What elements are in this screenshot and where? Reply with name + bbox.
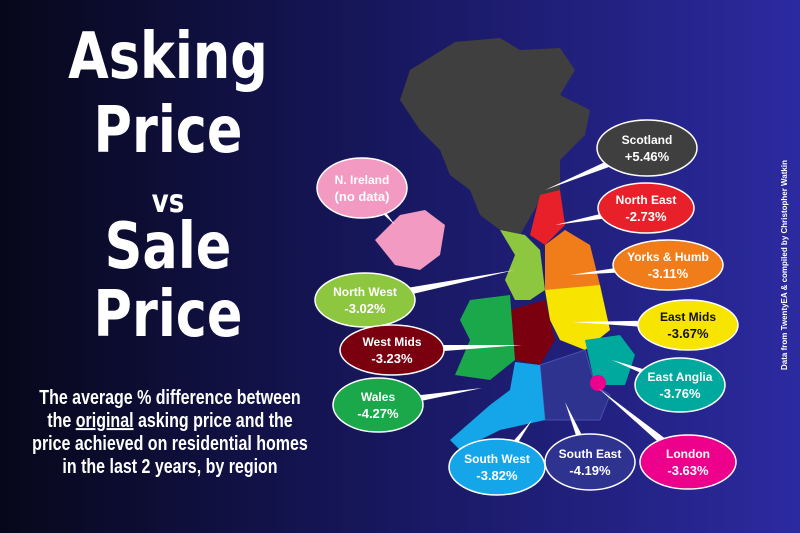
title-line: vs: [152, 182, 185, 219]
region-name: North East: [616, 193, 677, 207]
region-value: -4.19%: [569, 463, 611, 478]
subtitle-text: The average % difference between: [39, 386, 300, 408]
region-scotland: [400, 38, 590, 235]
subtitle-line: the original asking price and the: [47, 409, 292, 431]
callout-bubble: [544, 433, 636, 491]
region-value: (no data): [335, 189, 390, 204]
callout-bubble: [332, 377, 424, 433]
subtitle-line: in the last 2 years, by region: [62, 455, 277, 477]
subtitle-line: The average % difference between: [39, 386, 300, 408]
region-value: -4.27%: [357, 406, 399, 421]
region-name: North West: [333, 285, 397, 299]
region-name: East Anglia: [648, 370, 713, 384]
callout-bubble: [597, 182, 695, 234]
callout-bubble: [314, 272, 416, 328]
region-value: -2.73%: [625, 209, 667, 224]
subtitle-text: asking price and the: [134, 409, 293, 431]
callout-bubble: [612, 239, 724, 291]
region-name: South West: [464, 452, 530, 466]
map: [375, 38, 635, 450]
callouts: Scotland +5.46% N. Ireland (no data) North E…: [314, 119, 739, 496]
region-n-ireland: [375, 210, 445, 270]
region-west-mids: [510, 300, 555, 365]
callout-bubble: [448, 438, 546, 496]
region-east-anglia: [585, 335, 635, 385]
region-south-west: [450, 362, 545, 450]
subtitle-text: price achieved on residential homes: [32, 432, 308, 454]
callout-bubble: [596, 119, 698, 177]
callout-bubble: [634, 357, 726, 413]
region-north-east: [530, 190, 565, 245]
title-line: Price: [93, 93, 242, 167]
callout-bubble: [316, 157, 408, 219]
subtitle-text: the: [47, 409, 75, 431]
region-name: East Mids: [660, 310, 716, 324]
title-line: Price: [93, 277, 242, 351]
title-line: Asking: [68, 19, 268, 93]
region-north-west: [500, 230, 545, 300]
region-yorks: [545, 230, 600, 295]
region-value: -3.23%: [371, 351, 413, 366]
subtitle-text: original: [76, 409, 134, 431]
region-london: [590, 375, 606, 391]
subtitle-text: in the last 2 years, by region: [62, 455, 277, 477]
region-value: -3.11%: [648, 266, 689, 281]
region-name: Yorks & Humb: [627, 250, 709, 264]
region-value: -3.82%: [476, 468, 518, 483]
region-wales: [455, 295, 515, 380]
subtitle-line: price achieved on residential homes: [32, 432, 308, 454]
region-east-mids: [545, 285, 610, 350]
credit: Data from TwentyEA & compiled by Christo…: [780, 160, 789, 370]
region-value: -3.76%: [659, 386, 701, 401]
callout-bubble: [639, 434, 737, 490]
region-value: -3.67%: [667, 326, 709, 341]
region-name: Wales: [361, 390, 396, 404]
region-name: London: [666, 447, 710, 461]
title-line: Sale: [105, 209, 232, 283]
callout-bubble: [637, 299, 739, 351]
region-name: South East: [559, 447, 622, 461]
region-name: West Mids: [362, 335, 421, 349]
region-value: -3.63%: [667, 463, 709, 478]
region-value: +5.46%: [625, 149, 670, 164]
region-name: N. Ireland: [335, 173, 390, 187]
callout-bubble: [339, 324, 445, 376]
region-name: Scotland: [622, 133, 673, 147]
region-value: -3.02%: [344, 301, 386, 316]
